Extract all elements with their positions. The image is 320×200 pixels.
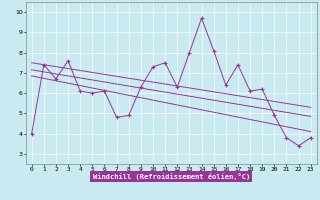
- X-axis label: Windchill (Refroidissement éolien,°C): Windchill (Refroidissement éolien,°C): [92, 173, 250, 180]
